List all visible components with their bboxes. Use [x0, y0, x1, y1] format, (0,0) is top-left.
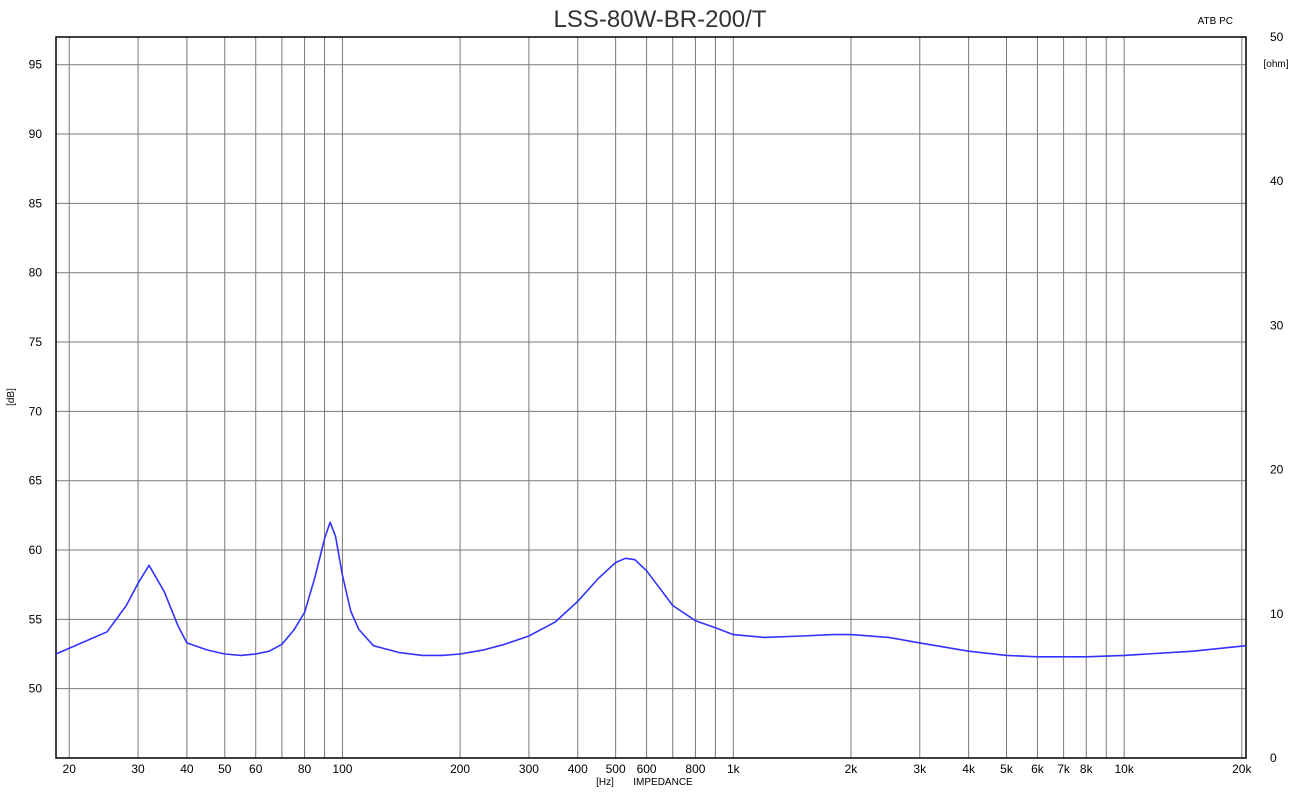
y-tick-label: 80	[29, 266, 43, 280]
x-tick-label: 8k	[1080, 762, 1094, 776]
y2-tick-label: 30	[1270, 318, 1284, 332]
y2-axis-label: [ohm]	[1263, 59, 1288, 70]
y-tick-label: 50	[29, 682, 43, 696]
x-tick-label: 2k	[845, 762, 859, 776]
y-tick-labels: 50 55 60 65 70 75 80 85 90 95	[29, 58, 43, 696]
y2-tick-label: 50	[1270, 30, 1284, 44]
series-layer	[55, 521, 1247, 658]
y2-tick-label: 10	[1270, 607, 1284, 621]
y-axis-label: [dB]	[6, 388, 17, 406]
x-tick-label: 4k	[962, 762, 976, 776]
x-tick-label: 20k	[1232, 762, 1252, 776]
x-axis-label: IMPEDANCE	[633, 777, 693, 788]
x-tick-label: 80	[298, 762, 312, 776]
y-tick-label: 55	[29, 612, 43, 626]
corner-label: ATB PC	[1198, 16, 1233, 27]
x-tick-label: 400	[568, 762, 588, 776]
x-tick-label: 300	[519, 762, 539, 776]
x-tick-label: 30	[131, 762, 145, 776]
y-tick-label: 95	[29, 58, 43, 72]
x-tick-label: 7k	[1057, 762, 1071, 776]
x-tick-labels: 20 30 40 50 60 80 100 200 300 400 500 600 800 1k 2k 3k 4…	[63, 762, 1253, 776]
x-tick-label: 200	[450, 762, 470, 776]
y2-tick-label: 0	[1270, 751, 1277, 765]
y-tick-label: 85	[29, 196, 43, 210]
y-tick-label: 70	[29, 404, 43, 418]
x-tick-label: 6k	[1031, 762, 1045, 776]
y-tick-label: 65	[29, 474, 43, 488]
chart-title: LSS-80W-BR-200/T	[554, 6, 767, 33]
y2-tick-labels: 0 10 20 30 40 50	[1270, 30, 1284, 765]
x-tick-label: 1k	[727, 762, 741, 776]
plot-frame	[55, 36, 1247, 759]
y-tick-label: 90	[29, 127, 43, 141]
y-tick-label: 75	[29, 335, 43, 349]
x-axis-unit: [Hz]	[596, 777, 614, 788]
grid-lines	[56, 37, 1246, 758]
x-tick-label: 50	[218, 762, 232, 776]
x-tick-label: 500	[606, 762, 626, 776]
x-tick-label: 40	[180, 762, 194, 776]
x-tick-label: 100	[332, 762, 352, 776]
x-tick-label: 3k	[913, 762, 927, 776]
y2-tick-label: 20	[1270, 463, 1284, 477]
x-tick-label: 800	[685, 762, 705, 776]
impedance-curve	[55, 521, 1247, 658]
y-tick-label: 60	[29, 543, 43, 557]
x-tick-label: 600	[637, 762, 657, 776]
x-tick-label: 5k	[1000, 762, 1014, 776]
x-tick-label: 60	[249, 762, 263, 776]
x-tick-label: 10k	[1114, 762, 1134, 776]
x-tick-label: 20	[63, 762, 77, 776]
y2-tick-label: 40	[1270, 174, 1284, 188]
